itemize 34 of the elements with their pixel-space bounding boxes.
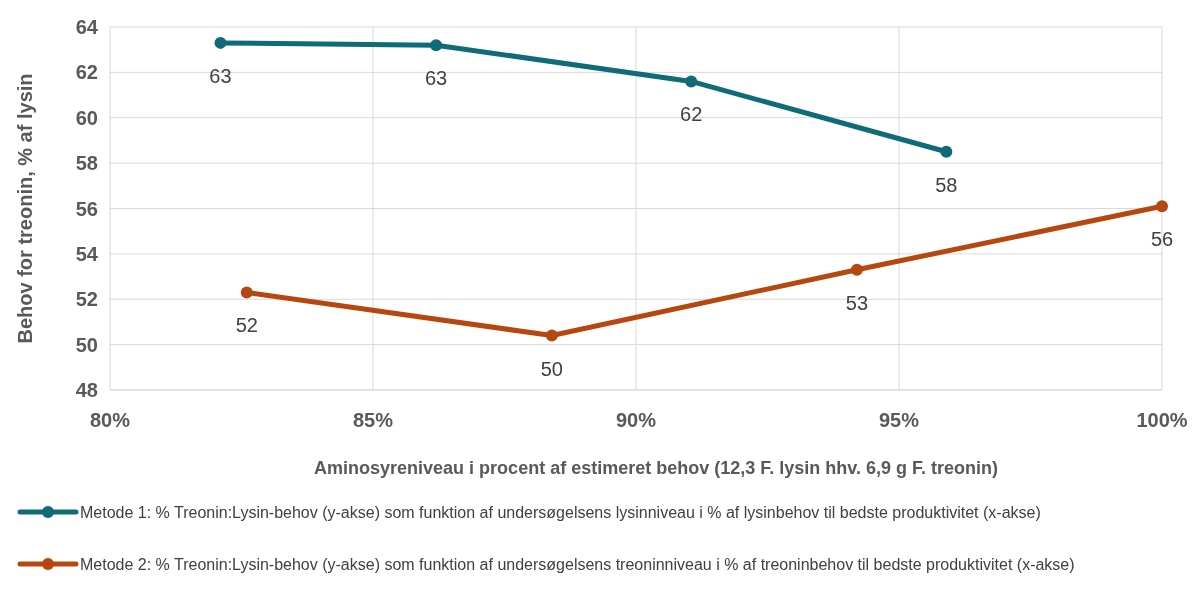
data-label: 63 (424, 67, 448, 90)
x-tick-label: 85% (352, 409, 394, 431)
y-tick-label: 52 (75, 288, 98, 311)
y-tick-label: 64 (75, 16, 99, 38)
data-label: 58 (935, 173, 958, 196)
x-tick-label: 100% (1136, 409, 1188, 431)
y-tick-label: 50 (75, 333, 98, 356)
legend-label: Metode 2: % Treonin:Lysin-behov (y-akse) som funktion af undersøgelsens treoninniveau i % af treoninbehov til bedste produktivitet (x-akse) (80, 556, 1075, 573)
y-axis-title: Behov for treonin, % af lysin (14, 73, 36, 344)
point (545, 329, 558, 342)
point (850, 263, 863, 276)
legend-label: Metode 1: % Treonin:Lysin-behov (y-akse) som funktion af undersøgelsens lysinniveau i % af lysinbehov til bedste produktivitet (x-akse) (80, 504, 1041, 521)
data-label: 63 (209, 64, 232, 87)
data-label: 50 (540, 357, 563, 380)
y-tick-label: 58 (75, 152, 98, 175)
data-label: 56 (1150, 228, 1174, 251)
point (685, 75, 698, 88)
point (214, 36, 227, 49)
point (430, 39, 443, 52)
y-tick-label: 60 (75, 106, 98, 129)
y-tick-label: 62 (75, 61, 98, 84)
data-label: 53 (845, 291, 869, 314)
y-tick-label: 48 (75, 379, 98, 401)
data-label: 62 (680, 103, 703, 126)
y-tick-label: 54 (75, 242, 99, 265)
point (1156, 200, 1168, 213)
x-axis-title: Aminosyreniveau i procent af estimeret behov (12,3 F. lysin hhv. 6,9 g F. treonin) (314, 458, 998, 478)
y-tick-label: 56 (75, 197, 98, 220)
data-label: 52 (235, 314, 258, 337)
point (940, 145, 953, 158)
x-tick-label: 90% (615, 409, 657, 431)
point (240, 286, 253, 299)
x-tick-label: 95% (878, 409, 920, 431)
x-tick-label: 80% (89, 409, 131, 431)
